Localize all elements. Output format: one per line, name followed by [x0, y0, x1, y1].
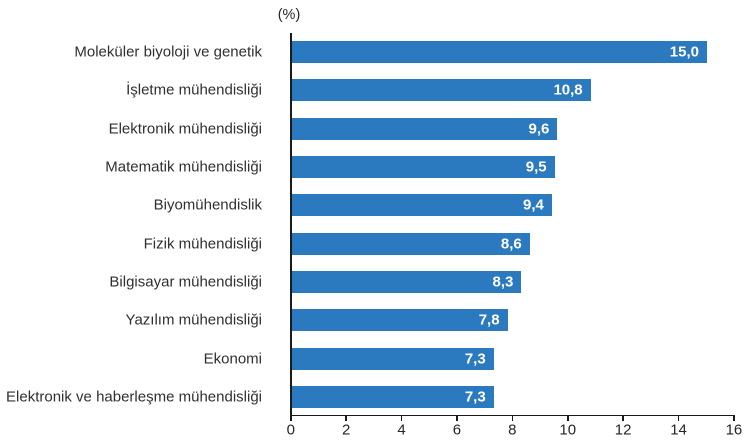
category-label: İşletme mühendisliği: [126, 81, 262, 99]
bar: [291, 156, 555, 179]
category-label: Yazılım mühendisliği: [125, 311, 262, 329]
x-tick-mark: [677, 416, 680, 421]
bar-value-label: 9,4: [523, 196, 544, 214]
bar: [291, 347, 494, 370]
x-tick-mark: [622, 416, 624, 421]
bar-value-label: 9,5: [525, 158, 547, 176]
category-label: Elektronik ve haberleşme mühendisliği: [6, 388, 262, 406]
x-tick-label: 14: [670, 421, 687, 439]
bar-value-label: 15,0: [669, 43, 699, 61]
bar-value-label: 7,3: [464, 350, 486, 368]
x-tick-mark: [511, 416, 514, 421]
category-label: Ekonomi: [203, 350, 262, 368]
x-tick-mark: [400, 416, 403, 421]
category-label: Biyomühendislik: [153, 196, 262, 214]
x-tick-label: 10: [559, 421, 577, 439]
category-label: Elektronik mühendisliği: [108, 120, 262, 138]
x-tick-label: 0: [286, 421, 295, 439]
x-tick-mark: [567, 416, 569, 421]
category-label: Fizik mühendisliği: [143, 235, 262, 253]
bar-value-label: 8,6: [500, 235, 522, 253]
category-label: Matematik mühendisliği: [105, 158, 262, 176]
bar: [291, 117, 558, 140]
axis-unit-label: (%): [277, 7, 301, 23]
x-axis-line: [290, 414, 735, 416]
bar: [291, 194, 552, 217]
x-tick-mark: [290, 416, 292, 421]
x-tick-mark: [456, 416, 458, 421]
bar: [291, 232, 530, 255]
x-tick-mark: [345, 416, 347, 421]
bar-value-label: 8,3: [492, 273, 514, 291]
bar-value-label: 10,8: [553, 81, 583, 99]
x-tick-label: 8: [508, 421, 517, 439]
category-label: Moleküler biyoloji ve genetik: [74, 43, 262, 61]
x-tick-mark: [733, 416, 735, 421]
bar-value-label: 7,8: [478, 311, 500, 329]
category-label: Bilgisayar mühendisliği: [109, 273, 262, 291]
x-tick-label: 2: [341, 421, 351, 439]
x-tick-label: 6: [452, 421, 462, 439]
x-tick-label: 4: [397, 421, 406, 439]
y-axis-line: [290, 33, 292, 416]
bar: [291, 270, 522, 293]
bar: [291, 79, 591, 102]
x-tick-label: 16: [725, 421, 743, 439]
bar: [291, 41, 707, 64]
bar-value-label: 9,6: [528, 120, 550, 138]
bar: [291, 309, 508, 332]
bar: [291, 385, 494, 408]
x-tick-label: 12: [614, 421, 632, 439]
bar-value-label: 7,3: [464, 388, 486, 406]
